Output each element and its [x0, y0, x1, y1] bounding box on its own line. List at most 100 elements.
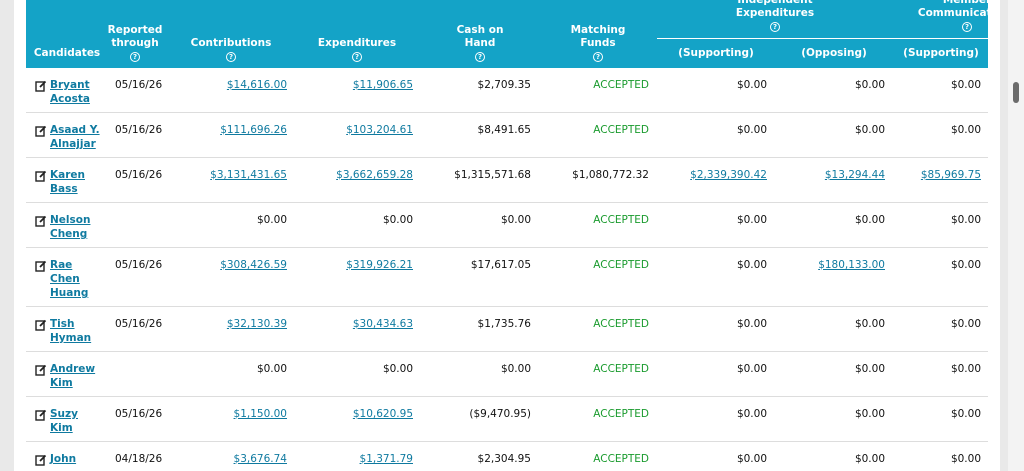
help-icon[interactable]: ?	[226, 52, 236, 62]
cell: $0.00	[854, 363, 885, 375]
cell: $1,080,772.32	[572, 169, 649, 181]
amount-link[interactable]: $319,926.21	[346, 259, 413, 271]
edit-icon[interactable]	[35, 80, 47, 95]
edit-icon[interactable]	[35, 170, 47, 185]
name-line: Chen	[50, 273, 80, 285]
table-row: Suzy Kim 05/16/26 $1,150.00 $10,620.95 ($9,47…	[26, 397, 988, 442]
edit-icon[interactable]	[35, 215, 47, 230]
cell: 05/16/26	[115, 259, 163, 271]
name-line: Cheng	[50, 228, 88, 240]
cell: $0.00	[736, 318, 767, 330]
cell: ($9,470.95)	[469, 408, 531, 420]
scrollbar	[1008, 0, 1024, 471]
cell: $0.00	[736, 408, 767, 420]
help-icon[interactable]: ?	[352, 52, 362, 62]
edit-icon[interactable]	[35, 409, 47, 424]
edit-icon[interactable]	[35, 364, 47, 379]
cell: 05/16/26	[115, 124, 163, 136]
candidate-name[interactable]: Karen Bass	[50, 168, 110, 196]
status: ACCEPTED	[593, 408, 649, 420]
amount-link[interactable]: $3,662,659.28	[336, 169, 413, 181]
amount-link[interactable]: $111,696.26	[220, 124, 287, 136]
status: ACCEPTED	[593, 214, 649, 226]
name-line: Huang	[50, 287, 89, 299]
scrollbar-thumb[interactable]	[1013, 82, 1019, 103]
help-icon[interactable]: ?	[593, 52, 603, 62]
cell: $8,491.65	[477, 124, 531, 136]
candidate-name[interactable]: Suzy Kim	[50, 407, 110, 435]
status: ACCEPTED	[593, 259, 649, 271]
header-text: Candidates	[33, 47, 101, 59]
name-line: Alnajjar	[50, 138, 96, 150]
amount-link[interactable]: $180,133.00	[818, 259, 885, 271]
edit-icon[interactable]	[35, 454, 47, 469]
candidate-name[interactable]: Rae Chen Huang	[50, 258, 110, 300]
header-text: Expenditures	[317, 37, 397, 49]
header-text: (Opposing)	[801, 47, 867, 59]
name-line: Nelson	[50, 214, 91, 226]
candidate-name[interactable]: John	[50, 452, 110, 466]
status: ACCEPTED	[593, 318, 649, 330]
header-text: (Supporting)	[678, 47, 754, 59]
header-text: Matching Funds	[570, 24, 626, 49]
divider	[657, 38, 988, 39]
column-header: (Supporting)	[666, 47, 766, 60]
candidate-name[interactable]: Tish Hyman	[50, 317, 110, 345]
amount-link[interactable]: $103,204.61	[346, 124, 413, 136]
column-header: Expenditures?	[307, 37, 407, 62]
help-icon[interactable]: ?	[962, 22, 972, 32]
cell: $2,304.95	[477, 453, 531, 465]
column-header: Reported through?	[104, 24, 166, 62]
table-row: Andrew Kim $0.00 $0.00 $0.00 ACCEPTED $0.00 $0.…	[26, 352, 988, 397]
amount-link[interactable]: $32,130.39	[226, 318, 287, 330]
help-icon[interactable]: ?	[475, 52, 485, 62]
amount-link[interactable]: $1,371.79	[359, 453, 413, 465]
name-line: Andrew	[50, 363, 96, 375]
cell: $0.00	[736, 363, 767, 375]
name-line: Bryant	[50, 79, 90, 91]
cell: $0.00	[854, 79, 885, 91]
amount-link[interactable]: $13,294.44	[824, 169, 885, 181]
name-line: Karen	[50, 169, 85, 181]
column-header: Independent Expenditures?	[720, 0, 830, 32]
amount-link[interactable]: $3,131,431.65	[210, 169, 287, 181]
help-icon[interactable]: ?	[770, 22, 780, 32]
edit-icon[interactable]	[35, 260, 47, 275]
amount-link[interactable]: $30,434.63	[352, 318, 413, 330]
column-header: Candidates	[32, 47, 102, 60]
amount-link[interactable]: $3,676.74	[233, 453, 287, 465]
status: ACCEPTED	[593, 79, 649, 91]
help-icon[interactable]: ?	[130, 52, 140, 62]
status: ACCEPTED	[593, 363, 649, 375]
cell: $0.00	[950, 318, 981, 330]
edit-icon[interactable]	[35, 125, 47, 140]
amount-link[interactable]: $10,620.95	[352, 408, 413, 420]
amount-link[interactable]: $11,906.65	[352, 79, 413, 91]
amount-link[interactable]: $14,616.00	[226, 79, 287, 91]
edit-icon[interactable]	[35, 319, 47, 334]
cell: 05/16/26	[115, 79, 163, 91]
amount-link[interactable]: $1,150.00	[233, 408, 287, 420]
table-row: John 04/18/26 $3,676.74 $1,371.79 $2,304.95 A…	[26, 442, 988, 471]
amount-link[interactable]: $308,426.59	[220, 259, 287, 271]
table-row: Bryant Acosta 05/16/26 $14,616.00 $11,906.65…	[26, 68, 988, 113]
cell: 05/16/26	[115, 169, 163, 181]
table: Candidates Reported through? Contributions…	[26, 0, 988, 471]
candidate-name[interactable]: Nelson Cheng	[50, 213, 110, 241]
cell: $0.00	[382, 214, 413, 226]
table-row: Asaad Y. Alnajjar 05/16/26 $111,696.26 $103,…	[26, 113, 988, 158]
cell: $0.00	[854, 453, 885, 465]
header-text: Member Communications	[917, 0, 988, 19]
panel	[14, 0, 1000, 471]
status: ACCEPTED	[593, 124, 649, 136]
amount-link[interactable]: $85,969.75	[920, 169, 981, 181]
cell: $0.00	[854, 318, 885, 330]
cell: $0.00	[256, 214, 287, 226]
name-line: Tish	[50, 318, 75, 330]
candidate-name[interactable]: Bryant Acosta	[50, 78, 110, 106]
candidate-name[interactable]: Asaad Y. Alnajjar	[50, 123, 110, 151]
amount-link[interactable]: $2,339,390.42	[690, 169, 767, 181]
name-line: Acosta	[50, 93, 90, 105]
cell: $0.00	[736, 453, 767, 465]
candidate-name[interactable]: Andrew Kim	[50, 362, 110, 390]
